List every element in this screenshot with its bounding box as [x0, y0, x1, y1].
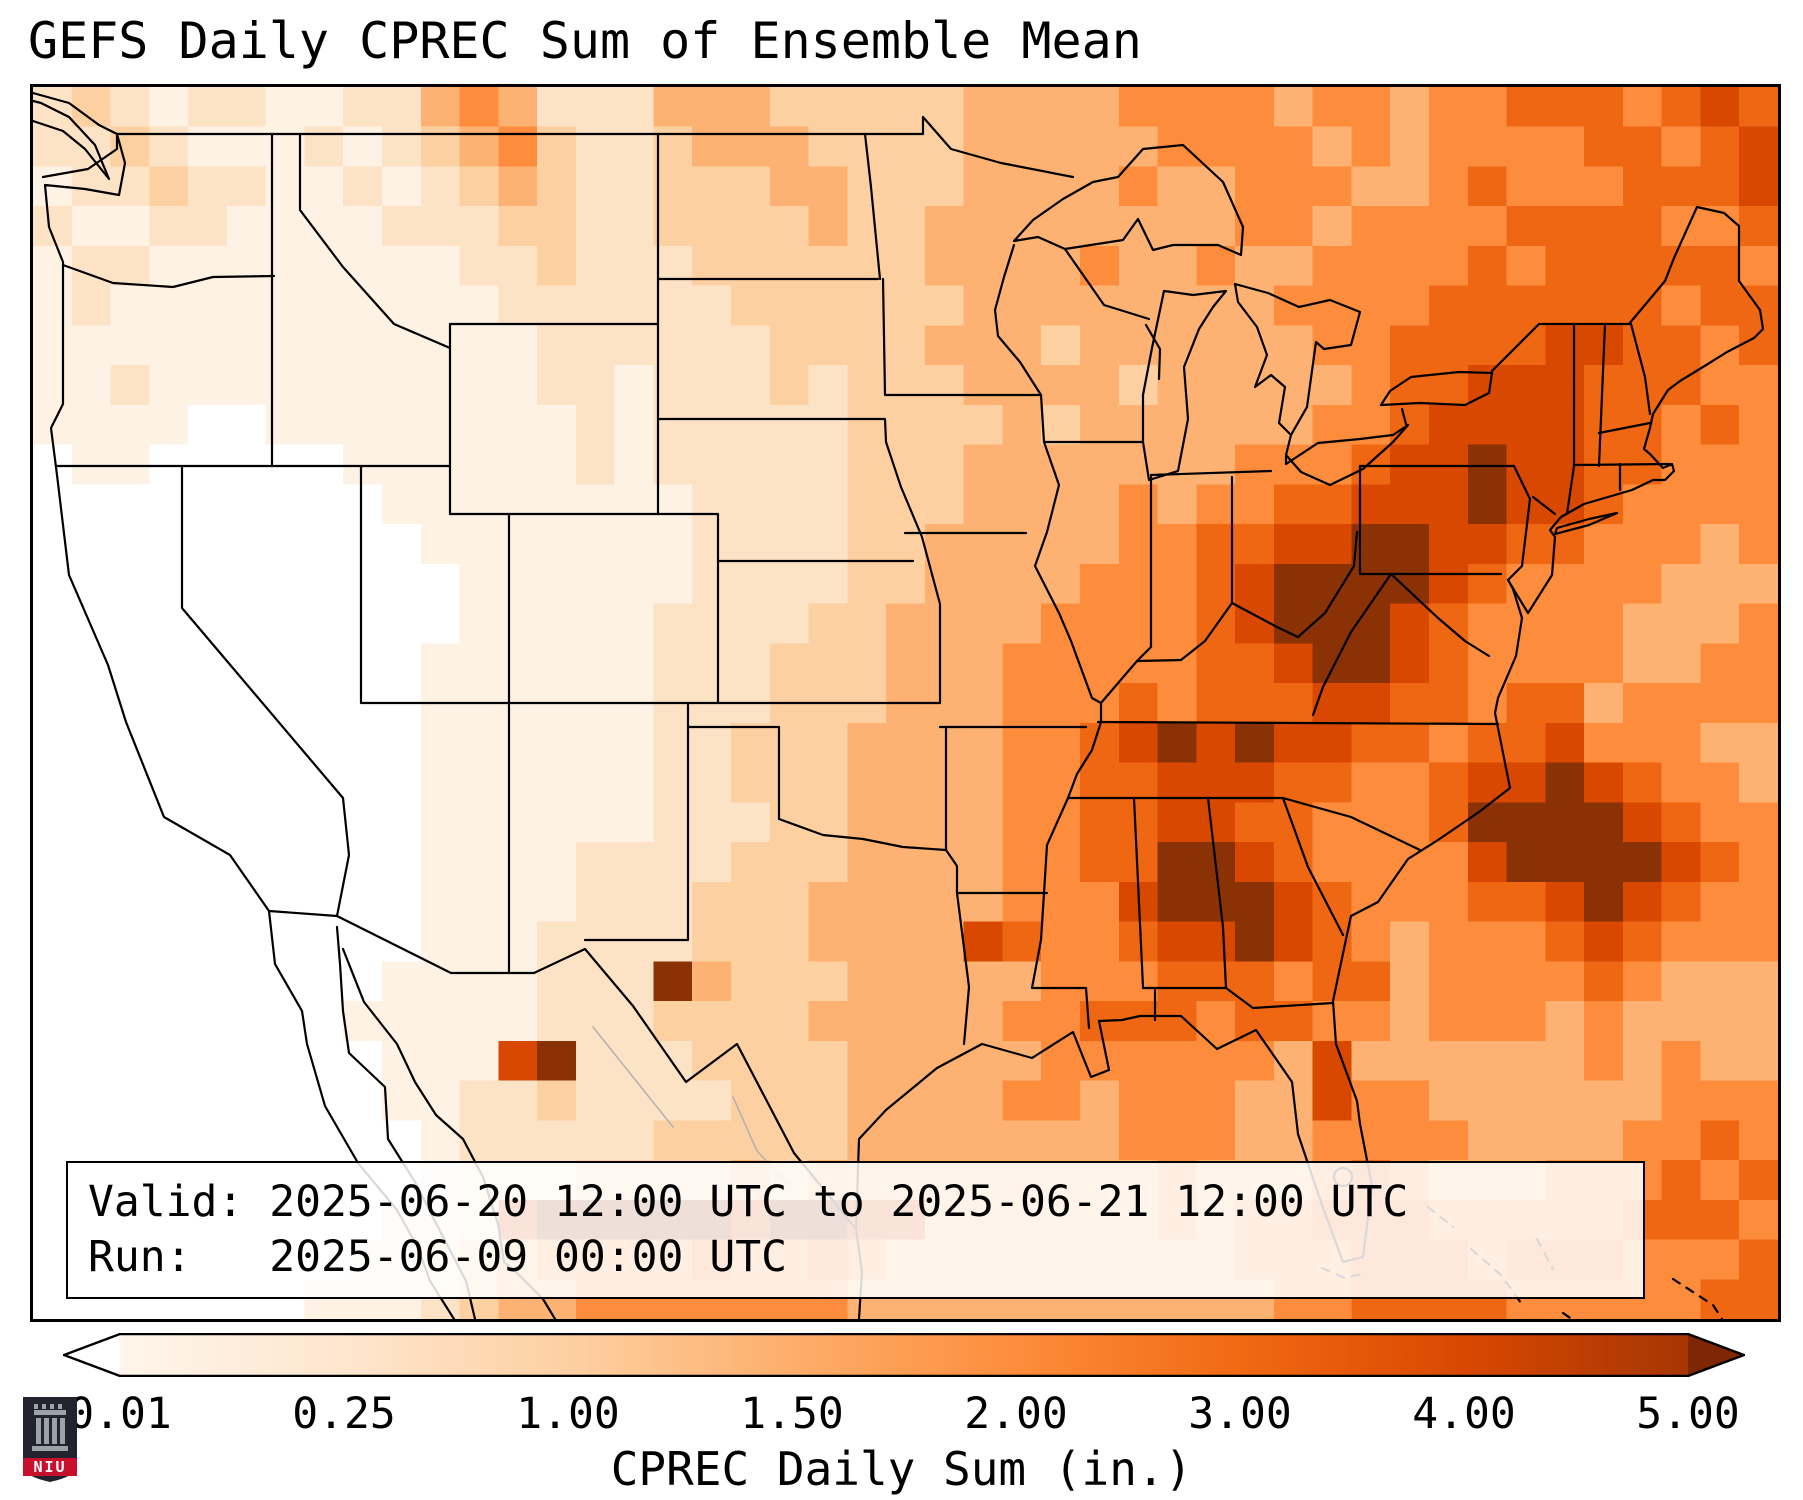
- map-panel: Valid: 2025-06-20 12:00 UTC to 2025-06-2…: [30, 84, 1781, 1322]
- niu-castle-icon: [32, 1404, 68, 1451]
- colorbar-axis-label: CPREC Daily Sum (in.): [610, 1442, 1193, 1496]
- colorbar-tick-labels: 0.01 0.25 1.00 1.50 2.00 3.00 4.00 5.00: [63, 1389, 1745, 1441]
- niu-banner: [23, 1458, 77, 1476]
- colorbar-tick-0.25: 0.25: [292, 1389, 396, 1439]
- colorbar-tick-2.00: 2.00: [964, 1389, 1068, 1439]
- colorbar-tick-1.00: 1.00: [516, 1389, 620, 1439]
- state-borders-central-path: [993, 243, 1500, 1030]
- colorbar-tick-0.01: 0.01: [68, 1389, 172, 1439]
- run-time-text: Run: 2025-06-09 00:00 UTC: [88, 1231, 787, 1282]
- geography-overlay: [33, 91, 1765, 1319]
- niu-banner-text: NIU: [33, 1458, 66, 1476]
- colorbar-tick-4.00: 4.00: [1412, 1389, 1516, 1439]
- bc-coast-path: [33, 91, 119, 136]
- state-borders-west-path: [55, 132, 1088, 1046]
- niu-logo: NIU: [23, 1397, 77, 1482]
- colorbar-under-arrow: [63, 1333, 120, 1377]
- colorbar-tick-1.50: 1.50: [740, 1389, 844, 1439]
- long-island-path: [1553, 511, 1619, 536]
- great-lakes-path: [1012, 143, 1494, 1188]
- coastline-path: [43, 132, 1765, 1319]
- canada-border-path: [33, 91, 1075, 181]
- colorbar: [63, 1333, 1745, 1377]
- colorbar-tick-5.00: 5.00: [1636, 1389, 1740, 1439]
- state-borders-east-path: [1311, 322, 1673, 717]
- colorbar-tick-3.00: 3.00: [1188, 1389, 1292, 1439]
- vancouver-island-path: [33, 99, 111, 181]
- valid-run-infobox: Valid: 2025-06-20 12:00 UTC to 2025-06-2…: [66, 1160, 1645, 1299]
- valid-time-text: Valid: 2025-06-20 12:00 UTC to 2025-06-2…: [88, 1176, 1409, 1227]
- colorbar-outline: [63, 1333, 1745, 1377]
- colorbar-over-arrow: [1688, 1333, 1745, 1377]
- colorbar-gradient-bar: [120, 1333, 1688, 1377]
- plot-title: GEFS Daily CPREC Sum of Ensemble Mean: [28, 12, 1142, 70]
